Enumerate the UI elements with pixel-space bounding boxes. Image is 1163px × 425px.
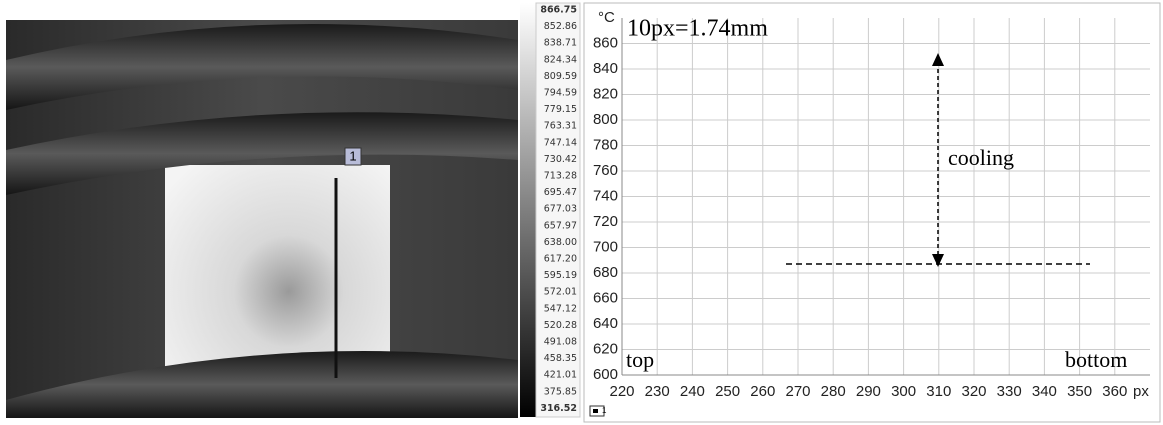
coil — [6, 24, 518, 110]
x-tick-label: 220 — [609, 383, 634, 400]
chart: 1 600 620 640 660 680 700 720 740 760 780 800 820 84… — [583, 2, 1161, 423]
y-tick-label: 700 — [593, 238, 618, 255]
scale-label: 838.71 — [544, 38, 577, 49]
x-tick-label: 280 — [821, 383, 846, 400]
annotation: bottom — [1065, 347, 1127, 372]
marker-box — [344, 147, 362, 166]
y-tick-label: 720 — [593, 213, 618, 230]
scale-label: 458.35 — [544, 353, 577, 364]
scale-label: 852.86 — [544, 21, 577, 32]
scale-label: 638.00 — [544, 237, 577, 248]
coil — [6, 351, 518, 418]
x-tick-label: 240 — [680, 383, 705, 400]
y-tick-label: 740 — [593, 187, 618, 204]
chart-frame — [583, 2, 1161, 423]
y-axis-label: °C — [598, 9, 615, 26]
marker-label: 1 — [349, 148, 356, 163]
scale-label: 824.34 — [544, 54, 577, 65]
color-bar — [520, 3, 536, 417]
x-tick-label: 340 — [1032, 383, 1057, 400]
coil — [6, 112, 518, 195]
x-tick-label: 270 — [785, 383, 810, 400]
y-tick-label: 780 — [593, 136, 618, 153]
x-tick-label: 350 — [1067, 383, 1092, 400]
scale-label: 547.12 — [544, 303, 577, 314]
x-tick-label: 310 — [926, 383, 951, 400]
scale-label: 677.03 — [544, 204, 577, 215]
arrow-head — [932, 53, 944, 66]
y-tick-label: 660 — [593, 289, 618, 306]
x-tick-label: 290 — [856, 383, 881, 400]
y-tick-label: 860 — [593, 34, 618, 51]
scale-label: 375.85 — [544, 386, 577, 397]
annotation: cooling — [948, 145, 1014, 170]
scale-label: 730.42 — [544, 154, 577, 165]
y-tick-label: 760 — [593, 162, 618, 179]
scale-label: 316.52 — [540, 403, 577, 414]
scale-label: 779.15 — [544, 104, 577, 115]
y-tick-label: 640 — [593, 315, 618, 332]
y-tick-label: 600 — [593, 366, 618, 383]
x-tick-label: 360 — [1102, 383, 1127, 400]
scale-label: 809.59 — [544, 71, 577, 82]
legend-label: 1 — [602, 406, 607, 415]
scale-label: 421.01 — [544, 370, 577, 381]
x-tick-label: 250 — [715, 383, 740, 400]
scale-label: 572.01 — [544, 287, 577, 298]
x-axis-label: px — [1133, 383, 1149, 400]
scale-label: 794.59 — [544, 88, 577, 99]
scale-label: 657.97 — [544, 220, 577, 231]
scale-label: 747.14 — [544, 137, 577, 148]
x-tick-label: 230 — [645, 383, 670, 400]
scale-label: 491.08 — [544, 337, 577, 348]
annotation: 10px=1.74mm — [627, 16, 768, 42]
scale-panel — [535, 2, 581, 418]
thermal-image: 1 — [0, 0, 581, 425]
y-tick-label: 620 — [593, 340, 618, 357]
arrow-head — [932, 254, 944, 267]
scale-label: 617.20 — [544, 254, 577, 265]
scale-label: 713.28 — [544, 171, 577, 182]
y-tick-label: 840 — [593, 60, 618, 77]
x-tick-label: 330 — [997, 383, 1022, 400]
scale-label: 595.19 — [544, 270, 577, 281]
x-tick-label: 300 — [891, 383, 916, 400]
y-tick-label: 820 — [593, 85, 618, 102]
scale-label: 695.47 — [544, 187, 577, 198]
y-tick-label: 800 — [593, 111, 618, 128]
scale-label: 520.28 — [544, 320, 577, 331]
legend-swatch — [593, 409, 598, 413]
annotation: top — [626, 347, 654, 372]
scale-label: 763.31 — [544, 121, 577, 132]
scale-label: 866.75 — [540, 5, 577, 16]
scale-labels: 866.75 852.86 838.71 824.34 809.59 794.59 779.… — [540, 5, 577, 414]
x-tick-label: 320 — [961, 383, 986, 400]
y-tick-label: 680 — [593, 264, 618, 281]
x-tick-label: 260 — [750, 383, 775, 400]
